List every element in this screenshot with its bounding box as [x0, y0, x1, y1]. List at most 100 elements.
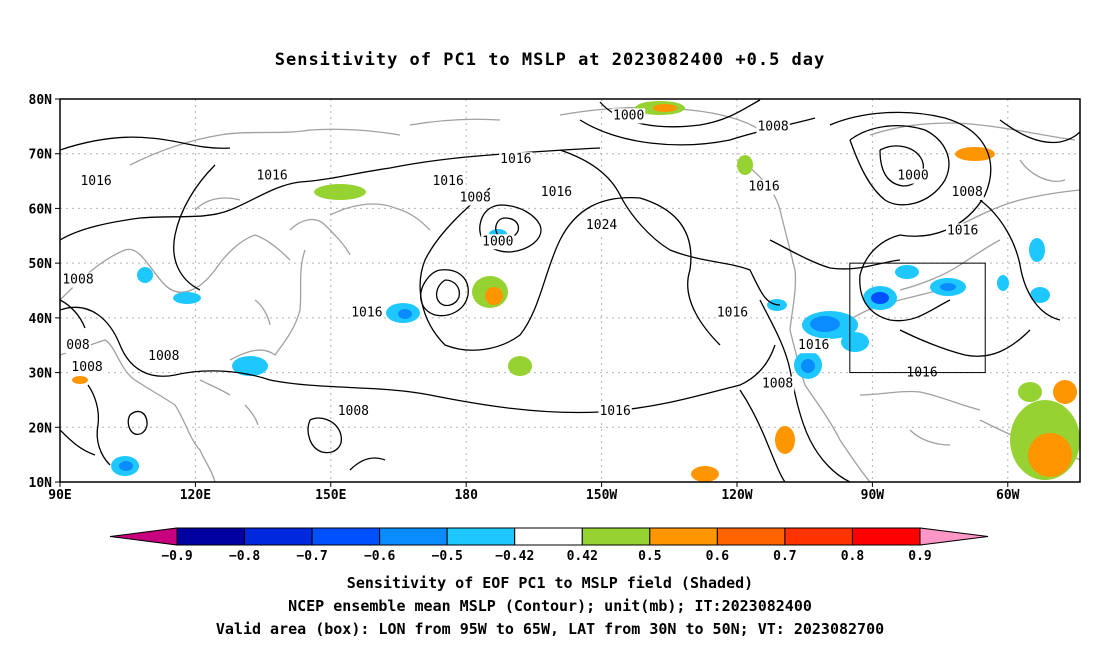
colorbar-max-arrow	[919, 527, 989, 546]
sensitivity-patch	[1053, 380, 1077, 404]
colorbar-label: 0.8	[841, 549, 865, 564]
contour-label: 1016	[432, 174, 463, 189]
contour-label-bg	[715, 305, 750, 321]
contour-label-bg	[760, 376, 795, 392]
sensitivity-patch	[72, 376, 88, 384]
contour-label: 1016	[500, 152, 531, 167]
mslp-contour	[429, 344, 776, 414]
coastline-segment	[869, 122, 1076, 141]
sensitivity-patch	[119, 461, 133, 471]
sensitivity-patch	[485, 287, 503, 305]
contour-label-bg	[598, 403, 632, 419]
contour-label-bg	[584, 217, 619, 233]
contour-label: 1016	[80, 174, 111, 189]
contour-label-bg	[539, 185, 574, 201]
contour-label: 1008	[338, 404, 369, 419]
colorbar: −0.9 −0.8 −0.7 −0.6 −0.5 −0.42 0.42 0.5 0.6 0.7 0.…	[109, 527, 989, 564]
mslp-contour	[60, 429, 96, 456]
contour-label: 1016	[541, 185, 572, 200]
graticule	[60, 99, 1080, 482]
contour-label-bg	[431, 174, 465, 190]
colorbar-swatch	[851, 527, 921, 546]
sensitivity-patch	[1030, 287, 1050, 303]
sensitivity-patch	[314, 184, 366, 200]
coastline-segment	[289, 218, 351, 256]
coastline-segment	[329, 203, 431, 231]
sensitivity-patch	[137, 267, 153, 283]
contour-label-bg	[756, 119, 790, 135]
contour-label-bg	[797, 338, 831, 354]
colorbar-label: −0.5	[432, 549, 463, 564]
colorbar-label: 0.9	[908, 549, 931, 564]
lon-tick-label: 120W	[721, 488, 752, 503]
contour-label-bg	[896, 168, 930, 184]
contour-label: 1008	[757, 119, 788, 134]
colorbar-swatch	[446, 527, 516, 546]
contour-label-bg	[747, 179, 781, 195]
sensitivity-patch	[398, 309, 412, 319]
contour-label: 1008	[71, 360, 102, 375]
colorbar-min-arrow	[109, 527, 178, 546]
lat-tick-label: 40N	[29, 312, 53, 327]
colorbar-swatch	[514, 527, 583, 546]
mslp-contour	[979, 199, 1061, 321]
coastline-segment	[60, 234, 291, 301]
coastline-segment	[909, 429, 951, 446]
mslp-contour	[859, 234, 951, 322]
coastline-segment	[254, 299, 271, 326]
contour-label-bg	[336, 403, 371, 419]
mslp-contour	[349, 457, 386, 471]
colorbar-label: 0.7	[773, 549, 796, 564]
contour-label: 1008	[62, 273, 93, 288]
contour-label: 1016	[256, 169, 287, 184]
lat-tick-label: 10N	[29, 476, 53, 491]
coastline-segment	[959, 189, 1080, 226]
sensitivity-patch	[895, 265, 919, 279]
contour-label: 1016	[599, 404, 630, 419]
sensitivity-patch	[841, 332, 869, 352]
sensitivity-patch	[691, 466, 719, 482]
mslp-contour	[435, 279, 461, 307]
coastline-segment	[859, 390, 981, 411]
sensitivity-patch	[737, 155, 753, 175]
lon-tick-label: 60W	[996, 488, 1020, 503]
mslp-contour	[759, 299, 851, 482]
sensitivity-patch	[653, 104, 677, 112]
sensitivity-patch	[801, 359, 815, 373]
footer-line-1: Sensitivity of EOF PC1 to MSLP field (Sh…	[346, 574, 754, 592]
coastline-segment	[244, 404, 259, 426]
contour-label-bg	[499, 152, 533, 168]
sensitivity-patch	[232, 356, 268, 376]
lat-tick-label: 20N	[29, 421, 53, 436]
contour-label: 1016	[798, 338, 829, 353]
contour-label-bg	[61, 272, 95, 288]
contour-label-bg	[79, 174, 113, 190]
mslp-contour	[60, 136, 231, 151]
lon-tick-label: 180	[454, 488, 478, 503]
colorbar-swatch	[379, 527, 448, 546]
sensitivity-patch	[955, 147, 995, 161]
sensitivity-patch	[1029, 238, 1045, 262]
contour-label: 1008	[148, 349, 179, 364]
lat-tick-label: 70N	[29, 148, 53, 163]
lat-tick-label: 60N	[29, 202, 53, 217]
sensitivity-patch	[810, 316, 840, 332]
coastline-segment	[60, 339, 216, 482]
contour-label: 1008	[952, 185, 983, 200]
mslp-contour	[559, 149, 781, 306]
sensitivity-patch	[871, 292, 889, 304]
colorbar-label: 0.42	[567, 549, 598, 564]
mslp-contour	[739, 389, 786, 482]
colorbar-swatch	[311, 527, 381, 546]
contour-label: 1008	[762, 377, 793, 392]
mslp-contour	[60, 147, 601, 241]
mslp-contour	[899, 329, 1031, 357]
sensitivity-patch	[940, 283, 956, 291]
sensitivity-shading	[72, 101, 1080, 482]
lon-tick-label: 90W	[861, 488, 885, 503]
lon-tick-label: 150W	[586, 488, 617, 503]
colorbar-swatch	[784, 527, 853, 546]
contour-label-bg	[950, 185, 984, 201]
